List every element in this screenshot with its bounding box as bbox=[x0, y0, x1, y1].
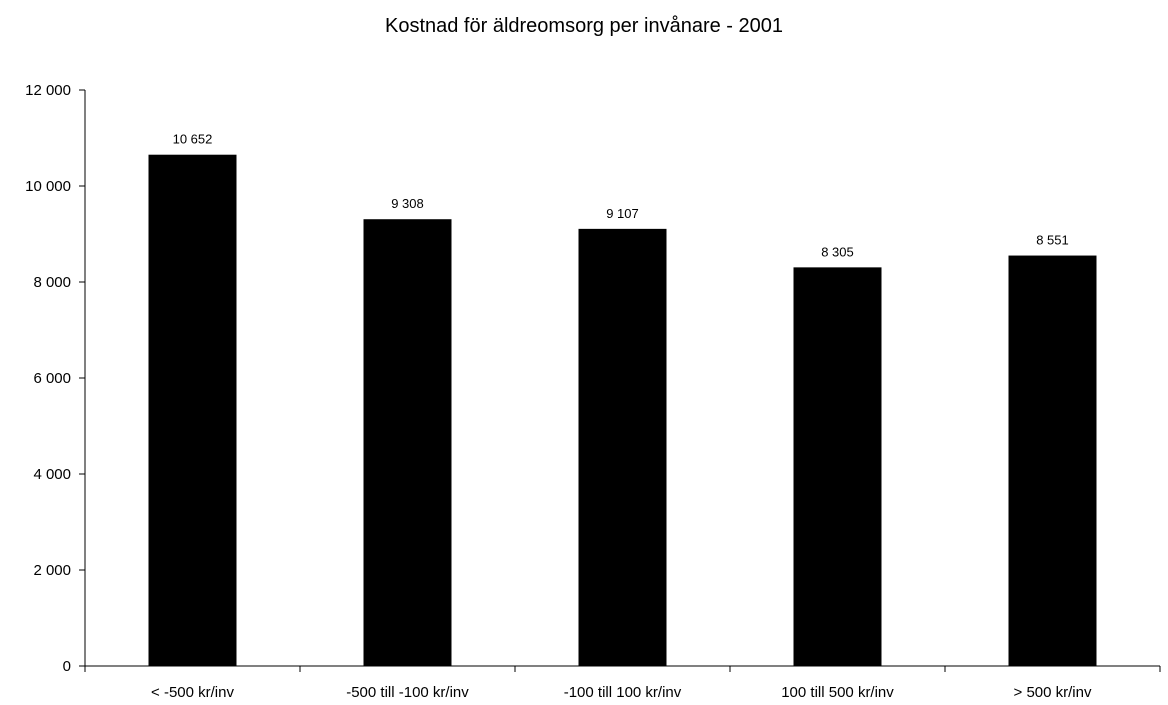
y-tick-label: 4 000 bbox=[33, 466, 71, 483]
bar bbox=[578, 228, 667, 666]
chart-title: Kostnad för äldreomsorg per invånare - 2… bbox=[384, 15, 783, 37]
data-label: 8 305 bbox=[821, 244, 854, 259]
bar bbox=[148, 154, 237, 667]
y-tick-label: 10 000 bbox=[25, 178, 71, 195]
x-tick-label: -500 till -100 kr/inv bbox=[346, 684, 469, 701]
data-label: 9 107 bbox=[606, 206, 639, 221]
y-tick-label: 0 bbox=[63, 658, 71, 675]
x-tick-label: -100 till 100 kr/inv bbox=[564, 684, 682, 701]
bar bbox=[363, 219, 452, 666]
x-tick-label: > 500 kr/inv bbox=[1014, 684, 1092, 701]
bar bbox=[1008, 255, 1097, 666]
y-tick-label: 12 000 bbox=[25, 82, 71, 99]
x-tick-label: 100 till 500 kr/inv bbox=[781, 684, 894, 701]
bar bbox=[793, 267, 882, 666]
y-tick-label: 8 000 bbox=[33, 274, 71, 291]
data-label: 8 551 bbox=[1036, 233, 1069, 248]
y-tick-label: 6 000 bbox=[33, 370, 71, 387]
data-label: 9 308 bbox=[391, 196, 424, 211]
x-tick-label: < -500 kr/inv bbox=[151, 684, 234, 701]
y-tick-label: 2 000 bbox=[33, 562, 71, 579]
data-label: 10 652 bbox=[173, 132, 213, 147]
